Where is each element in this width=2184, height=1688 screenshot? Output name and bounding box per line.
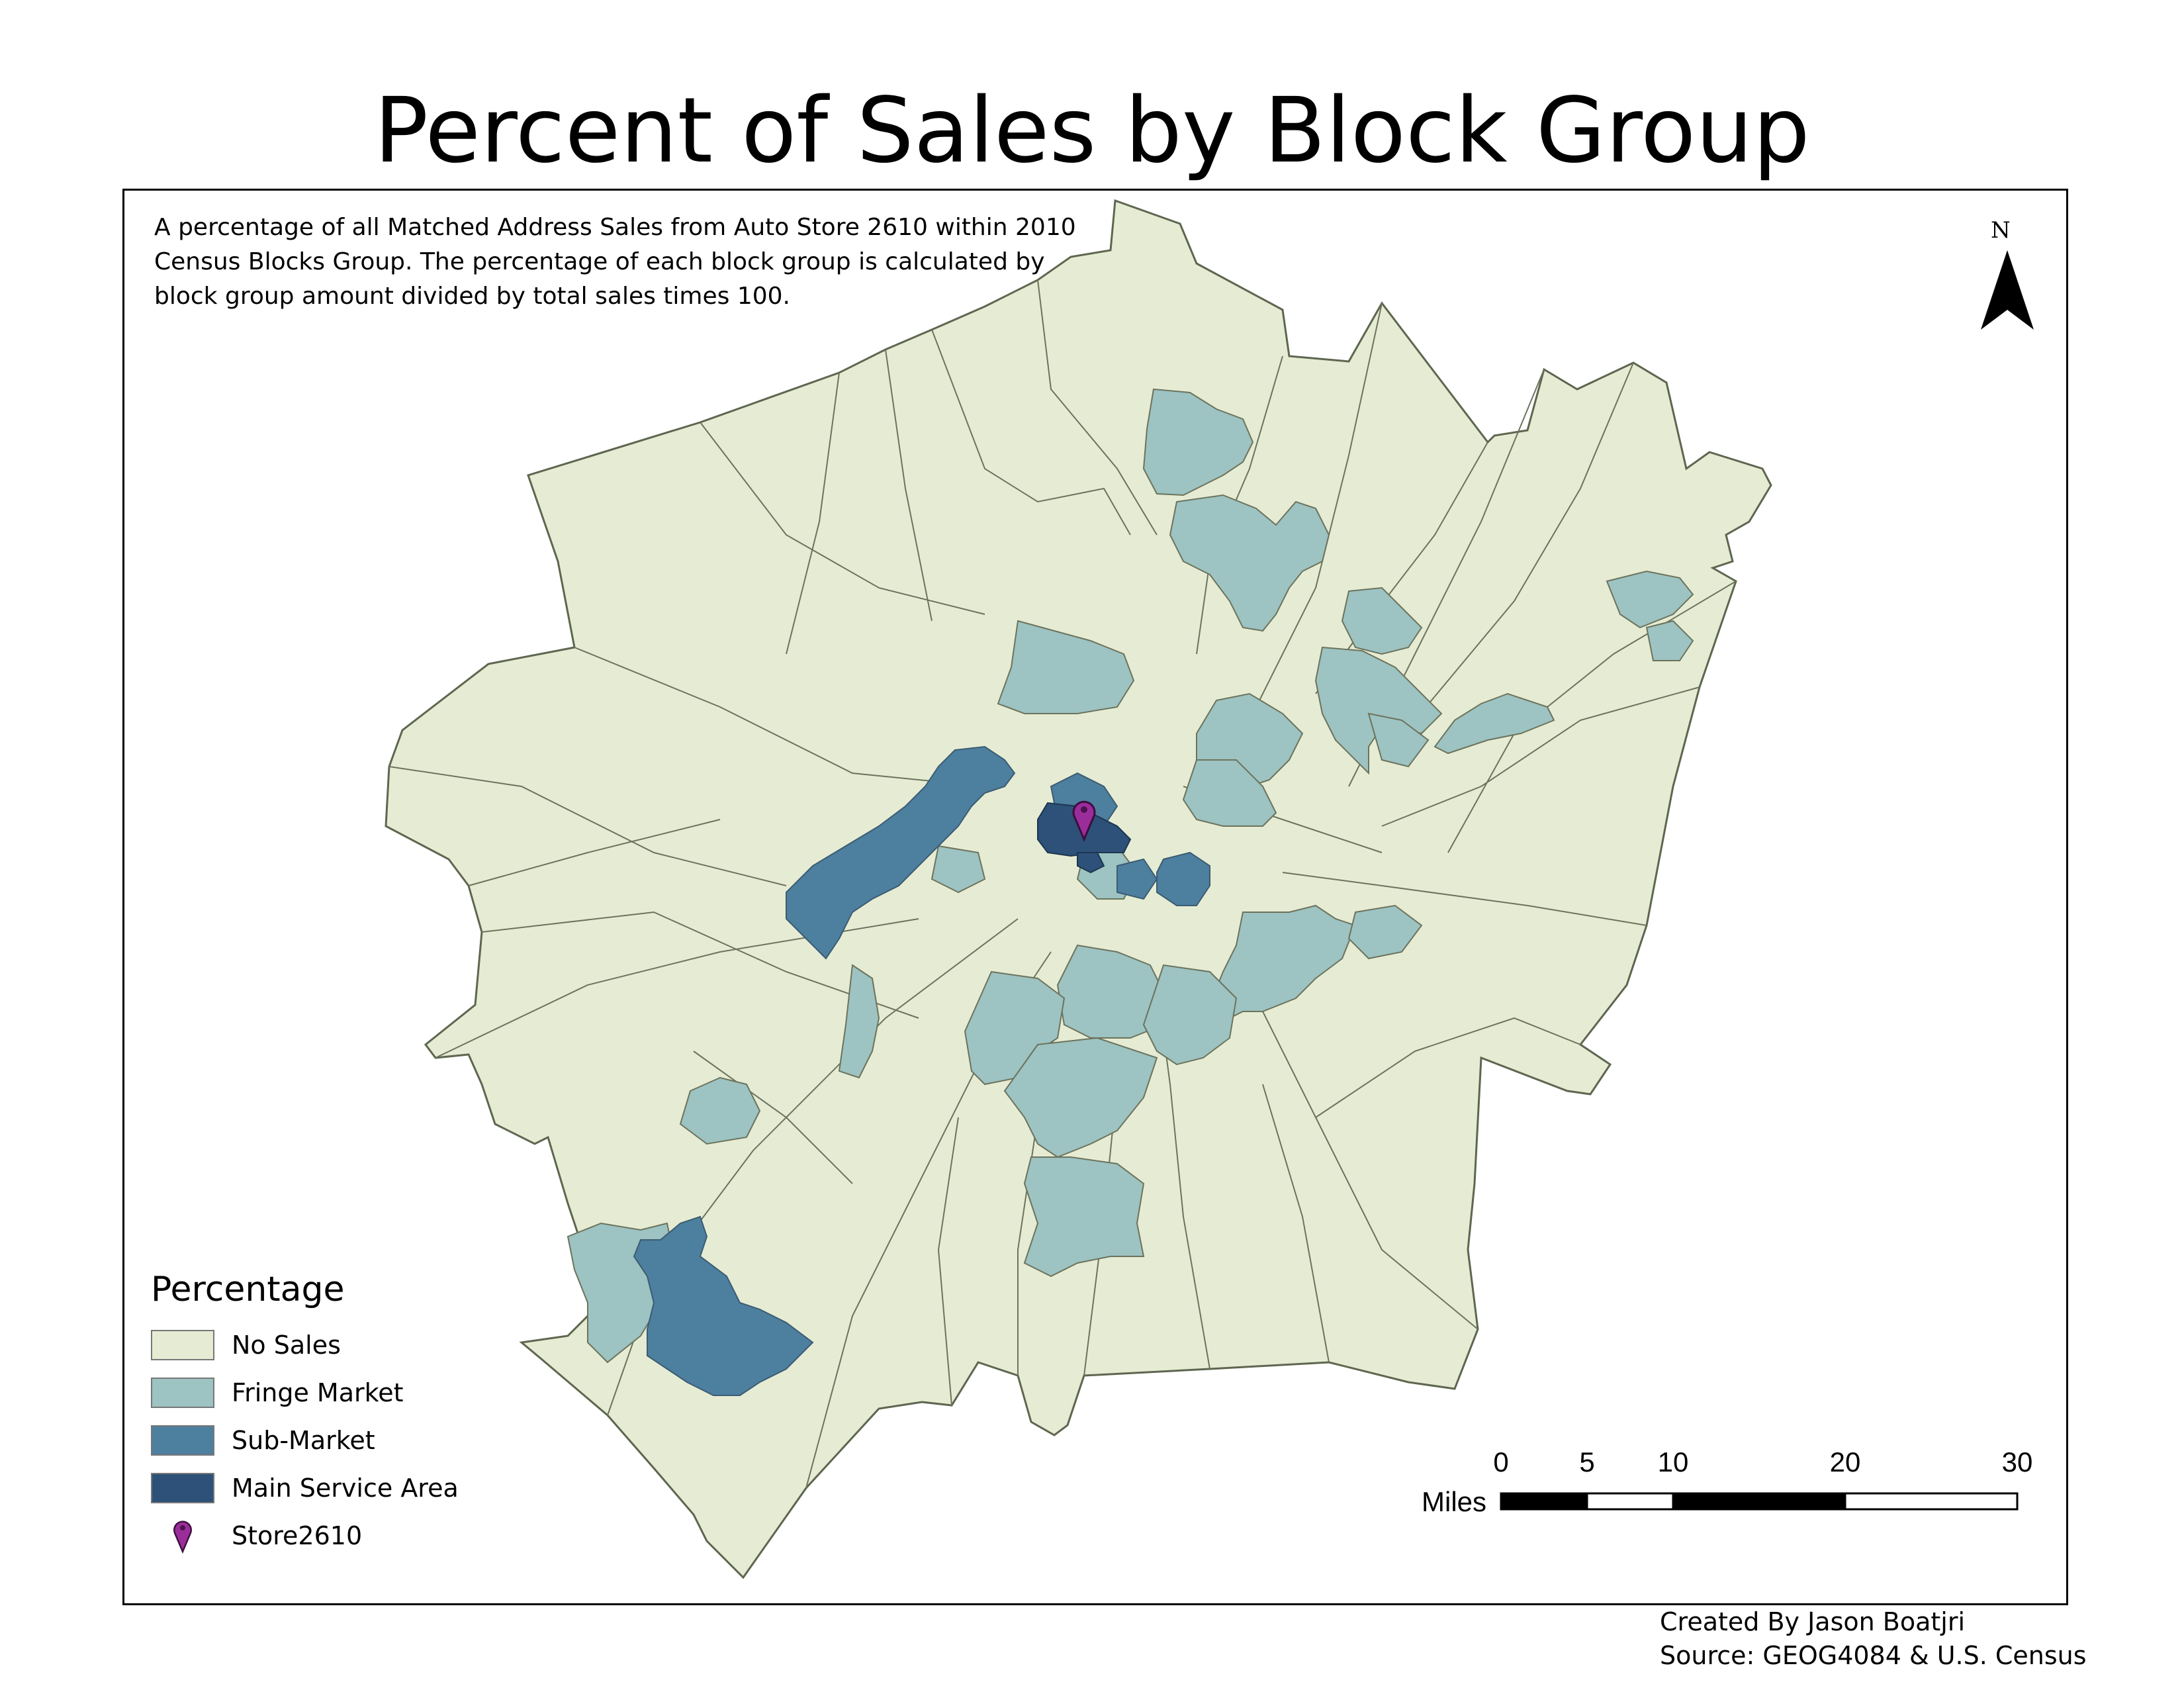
legend-item-no-sales: No Sales — [151, 1321, 680, 1369]
legend-swatch-main-service-area — [151, 1473, 214, 1503]
sub-market-regions — [633, 745, 1210, 1396]
legend-swatch-sub-market — [151, 1425, 214, 1456]
store2610-marker[interactable] — [1072, 800, 1096, 842]
legend-item-fringe-market: Fringe Market — [151, 1369, 680, 1417]
legend: Percentage No Sales Fringe Market Sub-Ma… — [151, 1270, 680, 1554]
map-title: Percent of Sales by Block Group — [374, 79, 1810, 183]
county-region — [385, 199, 1772, 1579]
legend-item-main-service-area: Main Service Area — [151, 1464, 680, 1512]
legend-label: Fringe Market — [232, 1378, 404, 1407]
scale-tick-5: 5 — [1579, 1446, 1594, 1477]
legend-label: No Sales — [232, 1331, 341, 1360]
legend-label: Sub-Market — [232, 1426, 375, 1455]
scale-unit-label: Miles — [1422, 1486, 1486, 1517]
legend-pin — [151, 1517, 214, 1554]
legend-title: Percentage — [151, 1270, 345, 1309]
scale-tick-30: 30 — [2002, 1446, 2033, 1477]
legend-item-sub-market: Sub-Market — [151, 1417, 680, 1464]
scale-tick-0: 0 — [1493, 1446, 1508, 1477]
source-text: Source: GEOG4084 & U.S. Census — [1660, 1641, 2087, 1671]
map-pin-icon — [173, 1521, 192, 1554]
credits: Created By Jason Boatjri Source: GEOG408… — [1660, 1605, 2087, 1673]
north-label: N — [1991, 217, 2011, 244]
map-canvas — [385, 199, 1772, 1579]
created-by-text: Created By Jason Boatjri — [1660, 1607, 1966, 1636]
legend-label: Store2610 — [232, 1521, 363, 1550]
legend-label: Main Service Area — [232, 1474, 459, 1503]
map-pin-icon — [1072, 800, 1096, 842]
legend-swatch-fringe-market — [151, 1378, 214, 1408]
map-description: A percentage of all Matched Address Sale… — [154, 214, 1076, 310]
map-frame: A percentage of all Matched Address Sale… — [122, 189, 2068, 1605]
north-arrow-icon — [1981, 250, 2034, 330]
scale-bar: Miles 0 5 10 20 30 — [1422, 1435, 2044, 1528]
scale-tick-10: 10 — [1658, 1446, 1689, 1477]
north-arrow: N — [1971, 217, 2044, 343]
legend-item-store2610: Store2610 — [151, 1512, 680, 1560]
scale-tick-20: 20 — [1830, 1446, 1861, 1477]
legend-swatch-no-sales — [151, 1330, 214, 1360]
